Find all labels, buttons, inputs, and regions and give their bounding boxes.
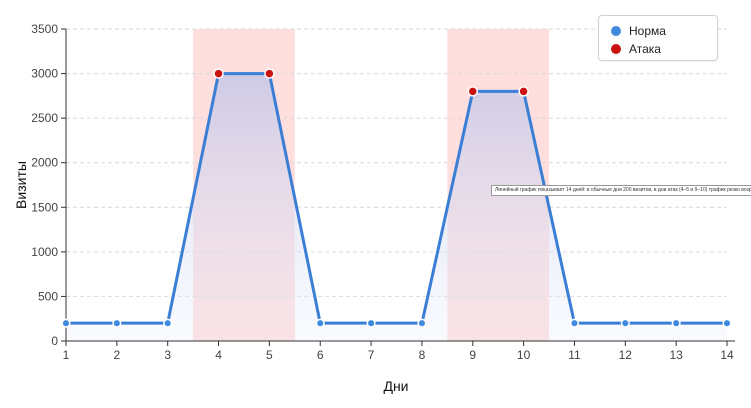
y-tick-label-1500: 1500 xyxy=(31,200,58,214)
normal-point-day-2 xyxy=(112,318,122,328)
attack-point-day-9 xyxy=(467,86,479,97)
normal-point-day-7 xyxy=(366,318,376,328)
normal-point-day-1 xyxy=(61,318,71,328)
area-fill-path xyxy=(66,73,727,342)
x-tick-label-13: 13 xyxy=(669,348,683,362)
data-points xyxy=(61,68,732,328)
y-tick-label-2000: 2000 xyxy=(31,156,58,170)
series-line xyxy=(66,72,727,325)
gridlines xyxy=(66,28,727,297)
normal-point-day-13 xyxy=(671,318,681,328)
x-tick-label-9: 9 xyxy=(469,348,476,362)
attack-point-day-4 xyxy=(213,68,224,79)
normal-point-day-3 xyxy=(163,318,173,328)
normal-point-day-14 xyxy=(722,318,732,328)
legend-item-attack[interactable]: Атака xyxy=(611,41,661,57)
x-tick-label-5: 5 xyxy=(266,348,273,362)
legend-label-attack: Атака xyxy=(629,42,661,56)
x-tick-label-11: 11 xyxy=(568,348,581,362)
normal-point-day-6 xyxy=(315,318,325,328)
y-tick-label-3500: 3500 xyxy=(31,22,58,36)
y-tick-label-2500: 2500 xyxy=(31,111,58,125)
normal-point-day-11 xyxy=(569,318,580,328)
normal-marker-icon xyxy=(611,26,621,36)
normal-point-day-12 xyxy=(620,318,630,328)
legend-item-normal[interactable]: Норма xyxy=(611,23,666,39)
y-tick-label-500: 500 xyxy=(38,289,58,303)
x-tick-label-6: 6 xyxy=(317,348,324,362)
x-tick-label-3: 3 xyxy=(164,348,171,362)
y-tick-labels: 0 500 1000 1500 2000 2500 3000 3500 xyxy=(31,22,66,348)
y-tick-label-3000: 3000 xyxy=(31,67,58,81)
series-polyline xyxy=(66,72,727,325)
attack-marker-icon xyxy=(611,44,621,54)
normal-point-day-8 xyxy=(417,318,427,328)
attack-point-day-10 xyxy=(518,86,529,97)
x-tick-label-14: 14 xyxy=(720,348,734,362)
area-fill xyxy=(66,73,727,342)
x-tick-label-8: 8 xyxy=(419,348,426,362)
x-axis-title: Дни xyxy=(383,378,408,394)
x-tick-label-7: 7 xyxy=(368,348,375,362)
legend: Норма Атака xyxy=(598,15,718,61)
chart-description-tooltip: Линейный график показывает 14 дней: в об… xyxy=(491,185,751,196)
x-tick-labels: 1 2 3 4 5 6 7 8 9 10 11 12 13 14 xyxy=(63,341,734,362)
x-tick-label-12: 12 xyxy=(619,348,633,362)
x-tick-label-1: 1 xyxy=(63,348,70,362)
axes xyxy=(65,29,735,342)
x-tick-label-2: 2 xyxy=(114,348,121,362)
y-tick-label-1000: 1000 xyxy=(31,245,58,259)
attack-point-day-5 xyxy=(264,68,275,79)
x-tick-label-10: 10 xyxy=(517,348,531,362)
legend-label-normal: Норма xyxy=(629,24,666,38)
x-tick-label-4: 4 xyxy=(215,348,222,362)
y-tick-label-0: 0 xyxy=(51,334,58,348)
y-axis-title: Визиты xyxy=(13,161,29,209)
